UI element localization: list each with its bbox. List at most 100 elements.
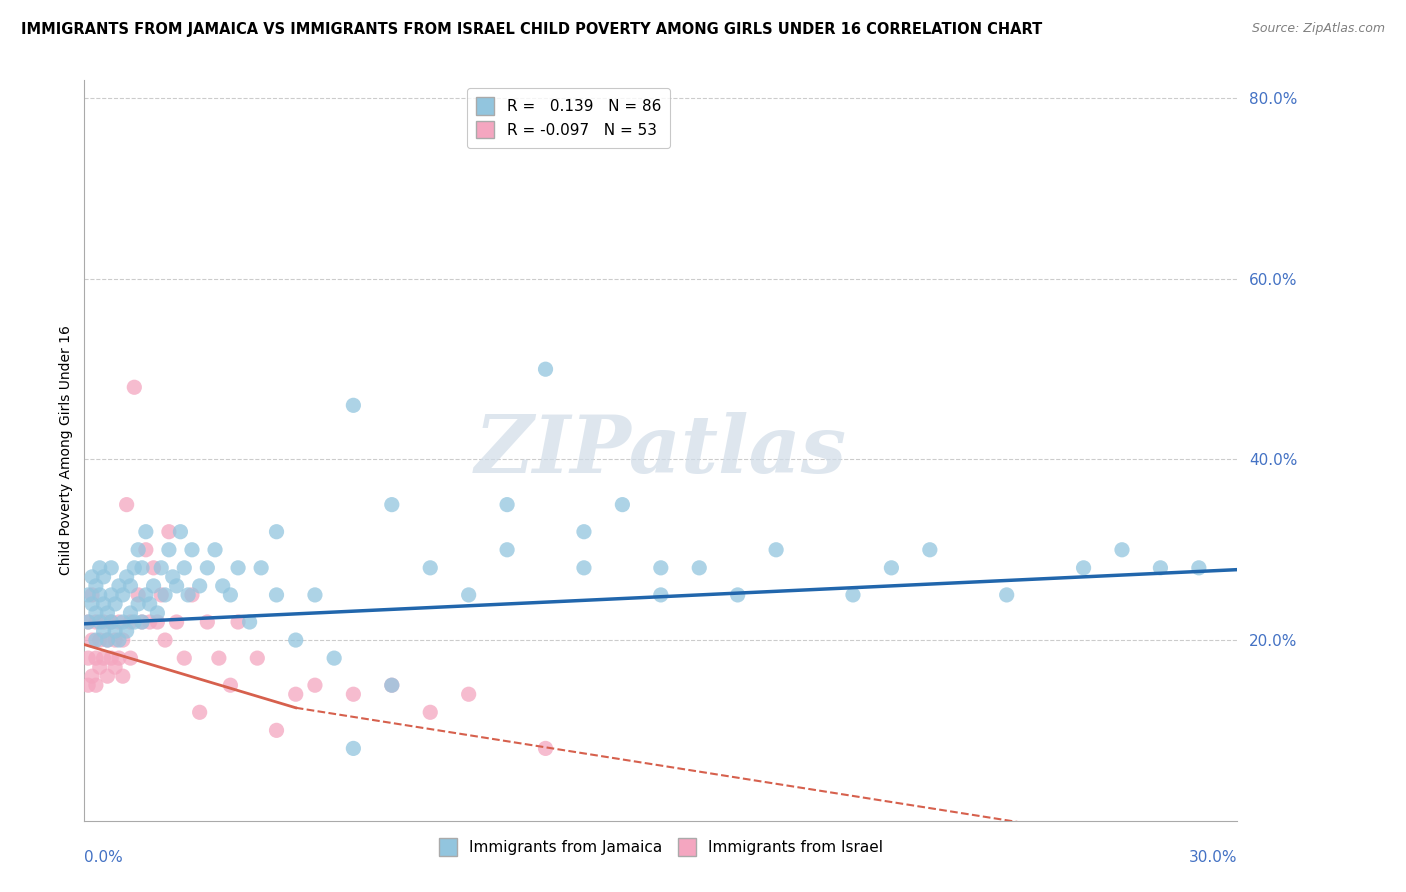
Point (120, 606, 142, 620)
Point (250, 561, 273, 575)
Point (162, 570, 184, 584)
Point (96, 633, 118, 648)
Point (342, 741, 364, 756)
Point (342, 398, 364, 412)
Point (188, 579, 211, 593)
Point (131, 615, 153, 629)
Point (93, 570, 115, 584)
Point (157, 524, 180, 539)
Point (104, 624, 127, 638)
Point (124, 380, 146, 394)
Point (146, 606, 169, 620)
Point (166, 615, 188, 629)
Point (173, 651, 195, 665)
Point (142, 561, 165, 575)
Point (77, 615, 100, 629)
Point (80, 588, 103, 602)
Point (93, 624, 115, 638)
Point (918, 542, 941, 557)
Point (342, 687, 364, 701)
Point (120, 651, 142, 665)
Point (135, 542, 157, 557)
Point (284, 687, 307, 701)
Point (457, 588, 479, 602)
Point (208, 651, 231, 665)
Point (124, 561, 146, 575)
Point (650, 588, 672, 602)
Point (842, 588, 865, 602)
Legend: Immigrants from Jamaica, Immigrants from Israel: Immigrants from Jamaica, Immigrants from… (429, 829, 893, 865)
Point (1073, 561, 1095, 575)
Point (219, 678, 242, 692)
Point (104, 597, 127, 611)
Point (457, 687, 479, 701)
Point (195, 615, 218, 629)
Point (100, 588, 122, 602)
Point (77, 588, 100, 602)
Point (135, 524, 157, 539)
Point (89, 615, 111, 629)
Point (572, 524, 595, 539)
Point (181, 542, 204, 557)
Point (266, 524, 288, 539)
Text: Source: ZipAtlas.com: Source: ZipAtlas.com (1251, 22, 1385, 36)
Point (166, 579, 188, 593)
Text: IMMIGRANTS FROM JAMAICA VS IMMIGRANTS FROM ISRAEL CHILD POVERTY AMONG GIRLS UNDE: IMMIGRANTS FROM JAMAICA VS IMMIGRANTS FR… (21, 22, 1042, 37)
Point (84, 651, 107, 665)
Point (284, 633, 307, 648)
Point (93, 615, 115, 629)
Y-axis label: Child Poverty Among Girls Under 16: Child Poverty Among Girls Under 16 (59, 326, 73, 575)
Point (84, 678, 107, 692)
Point (77, 678, 100, 692)
Point (108, 651, 131, 665)
Point (127, 597, 149, 611)
Point (765, 542, 787, 557)
Point (650, 561, 672, 575)
Point (89, 633, 111, 648)
Text: 0.0%: 0.0% (84, 850, 124, 865)
Point (177, 588, 200, 602)
Point (84, 606, 107, 620)
Point (226, 615, 249, 629)
Point (323, 651, 346, 665)
Point (84, 615, 107, 629)
Point (89, 561, 111, 575)
Point (120, 579, 142, 593)
Point (211, 579, 233, 593)
Point (111, 588, 134, 602)
Point (80, 570, 103, 584)
Point (150, 588, 173, 602)
Point (204, 542, 226, 557)
Point (80, 633, 103, 648)
Point (96, 669, 118, 683)
Point (995, 588, 1018, 602)
Point (77, 615, 100, 629)
Point (173, 561, 195, 575)
Point (108, 615, 131, 629)
Point (1149, 561, 1171, 575)
Point (157, 542, 180, 557)
Point (84, 579, 107, 593)
Point (104, 633, 127, 648)
Point (419, 561, 441, 575)
Text: ZIPatlas: ZIPatlas (475, 412, 846, 489)
Point (381, 678, 404, 692)
Point (115, 570, 138, 584)
Point (146, 615, 169, 629)
Point (142, 579, 165, 593)
Point (138, 597, 160, 611)
Point (181, 588, 204, 602)
Point (84, 633, 107, 648)
Point (127, 542, 149, 557)
Point (304, 678, 326, 692)
Point (727, 588, 749, 602)
Point (80, 597, 103, 611)
Point (115, 498, 138, 512)
Point (104, 660, 127, 674)
Point (266, 723, 288, 738)
Point (93, 651, 115, 665)
Point (108, 633, 131, 648)
Point (135, 588, 157, 602)
Point (96, 606, 118, 620)
Point (246, 651, 269, 665)
